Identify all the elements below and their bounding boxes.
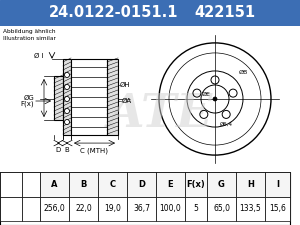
Text: ØG: ØG bbox=[24, 95, 35, 101]
Text: 24.0122-0151.1: 24.0122-0151.1 bbox=[49, 5, 179, 20]
Text: 133,5: 133,5 bbox=[240, 204, 261, 213]
Bar bbox=[69, 196, 98, 221]
Bar bbox=[265, 172, 290, 196]
Text: A: A bbox=[51, 180, 58, 189]
Ellipse shape bbox=[64, 84, 70, 90]
Bar bbox=[40, 196, 69, 221]
Text: ØB: ØB bbox=[239, 70, 248, 74]
Bar bbox=[236, 172, 265, 196]
Text: ØH: ØH bbox=[120, 82, 130, 88]
Bar bbox=[156, 196, 185, 221]
Text: D: D bbox=[56, 147, 61, 153]
Text: Ø I: Ø I bbox=[34, 53, 43, 59]
Text: Abbildung ähnlich
Illustration similar: Abbildung ähnlich Illustration similar bbox=[3, 29, 56, 41]
Text: C (MTH): C (MTH) bbox=[80, 147, 109, 154]
Text: C: C bbox=[110, 180, 116, 189]
Text: 5: 5 bbox=[194, 204, 198, 213]
Ellipse shape bbox=[64, 108, 70, 114]
Text: 36,7: 36,7 bbox=[133, 204, 150, 213]
Bar bbox=[127, 172, 156, 196]
Text: 100,0: 100,0 bbox=[160, 204, 182, 213]
Bar bbox=[63, 59, 71, 135]
Bar bbox=[98, 172, 127, 196]
Bar bbox=[185, 172, 207, 196]
Bar bbox=[98, 196, 127, 221]
Text: ØE: ØE bbox=[202, 92, 211, 97]
Text: H: H bbox=[247, 180, 254, 189]
Text: B: B bbox=[80, 180, 87, 189]
Text: I: I bbox=[276, 180, 279, 189]
Text: B: B bbox=[64, 147, 69, 153]
Text: E: E bbox=[168, 180, 173, 189]
Ellipse shape bbox=[64, 119, 70, 125]
Bar bbox=[207, 196, 236, 221]
Bar bbox=[236, 196, 265, 221]
Text: ØA: ØA bbox=[122, 98, 132, 104]
Circle shape bbox=[11, 207, 14, 210]
Bar bbox=[71, 59, 107, 135]
Bar bbox=[0, 172, 22, 196]
Bar bbox=[156, 172, 185, 196]
Text: F(x): F(x) bbox=[20, 101, 34, 107]
Bar bbox=[22, 172, 40, 196]
Bar bbox=[265, 196, 290, 221]
Text: F(x): F(x) bbox=[187, 180, 206, 189]
Bar bbox=[0, 196, 22, 221]
Bar bbox=[54, 76, 63, 120]
Bar bbox=[207, 172, 236, 196]
Text: G: G bbox=[218, 180, 225, 189]
Text: Ø6,4: Ø6,4 bbox=[220, 122, 233, 126]
Text: 15,6: 15,6 bbox=[269, 204, 286, 213]
Text: 422151: 422151 bbox=[194, 5, 256, 20]
Bar bbox=[69, 172, 98, 196]
Bar bbox=[71, 59, 107, 135]
Text: 19,0: 19,0 bbox=[104, 204, 121, 213]
Text: D: D bbox=[138, 180, 145, 189]
Bar bbox=[40, 172, 69, 196]
Ellipse shape bbox=[64, 72, 70, 77]
Text: 256,0: 256,0 bbox=[44, 204, 65, 213]
Text: 65,0: 65,0 bbox=[213, 204, 230, 213]
Bar bbox=[127, 196, 156, 221]
Bar bbox=[185, 196, 207, 221]
Text: ATE: ATE bbox=[107, 91, 213, 137]
Bar bbox=[22, 196, 40, 221]
Text: 22,0: 22,0 bbox=[75, 204, 92, 213]
Bar bbox=[107, 59, 118, 135]
Circle shape bbox=[213, 97, 217, 101]
Ellipse shape bbox=[64, 97, 70, 101]
